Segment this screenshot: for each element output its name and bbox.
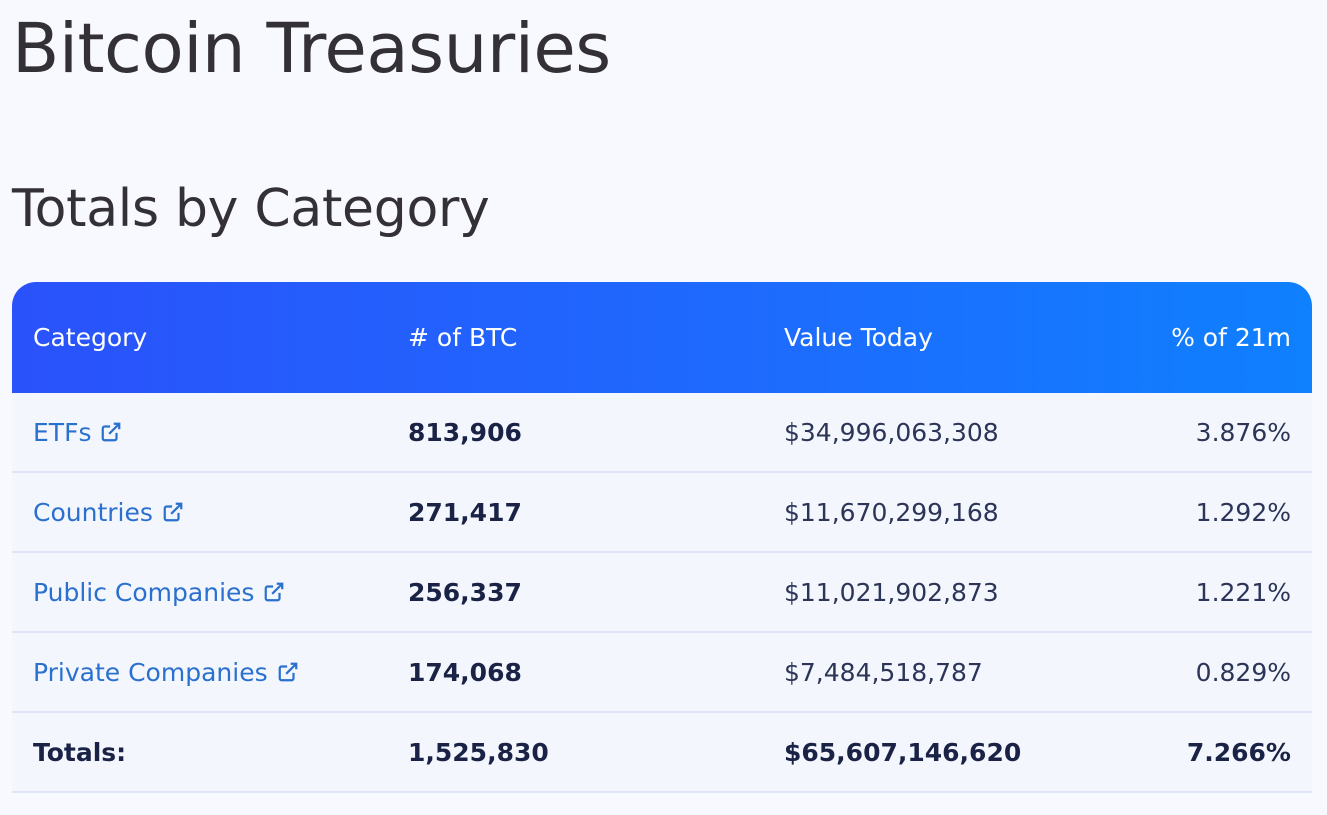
category-link-public-companies[interactable]: Public Companies xyxy=(33,578,285,607)
external-link-icon xyxy=(265,582,284,602)
external-link-icon xyxy=(278,662,297,682)
value-today: $7,484,518,787 xyxy=(784,657,983,687)
table-row: Private Companies 174,068 $7,484,518,787… xyxy=(12,633,1312,713)
percent-of-21m: 1.221% xyxy=(1195,577,1291,607)
category-link-private-companies[interactable]: Private Companies xyxy=(33,658,299,687)
btc-amount: 256,337 xyxy=(408,577,522,607)
btc-amount: 813,906 xyxy=(408,417,522,447)
totals-row: Totals: 1,525,830 $65,607,146,620 7.266% xyxy=(12,713,1312,793)
totals-percent: 7.266% xyxy=(1186,737,1291,767)
table-header: Category # of BTC Value Today % of 21m xyxy=(12,282,1312,393)
header-btc[interactable]: # of BTC xyxy=(408,323,518,352)
category-link-etfs[interactable]: ETFs xyxy=(33,418,122,447)
external-link-icon xyxy=(102,422,121,442)
category-label: Private Companies xyxy=(33,657,268,687)
external-link-icon xyxy=(163,502,183,522)
btc-amount: 271,417 xyxy=(408,497,522,527)
totals-value: $65,607,146,620 xyxy=(784,737,1022,767)
page-title: Bitcoin Treasuries xyxy=(12,9,611,89)
header-category[interactable]: Category xyxy=(33,323,148,352)
category-label: Countries xyxy=(33,497,153,527)
table-row: Countries 271,417 $11,670,299,168 1.292% xyxy=(12,473,1312,553)
percent-of-21m: 1.292% xyxy=(1195,497,1291,527)
value-today: $11,021,902,873 xyxy=(784,577,999,607)
value-today: $11,670,299,168 xyxy=(784,497,999,527)
category-link-countries[interactable]: Countries xyxy=(33,498,184,527)
totals-label: Totals: xyxy=(33,737,127,767)
value-today: $34,996,063,308 xyxy=(784,417,999,447)
category-label: Public Companies xyxy=(33,577,255,607)
percent-of-21m: 3.876% xyxy=(1195,417,1291,447)
totals-btc: 1,525,830 xyxy=(408,737,549,767)
header-percent[interactable]: % of 21m xyxy=(1171,323,1291,352)
category-label: ETFs xyxy=(33,417,92,447)
table-row: ETFs 813,906 $34,996,063,308 3.876% xyxy=(12,393,1312,473)
percent-of-21m: 0.829% xyxy=(1195,657,1291,687)
btc-amount: 174,068 xyxy=(408,657,522,687)
totals-table: Category # of BTC Value Today % of 21m E… xyxy=(12,282,1312,793)
table-row: Public Companies 256,337 $11,021,902,873… xyxy=(12,553,1312,633)
section-title: Totals by Category xyxy=(12,179,490,239)
header-value[interactable]: Value Today xyxy=(784,323,933,352)
